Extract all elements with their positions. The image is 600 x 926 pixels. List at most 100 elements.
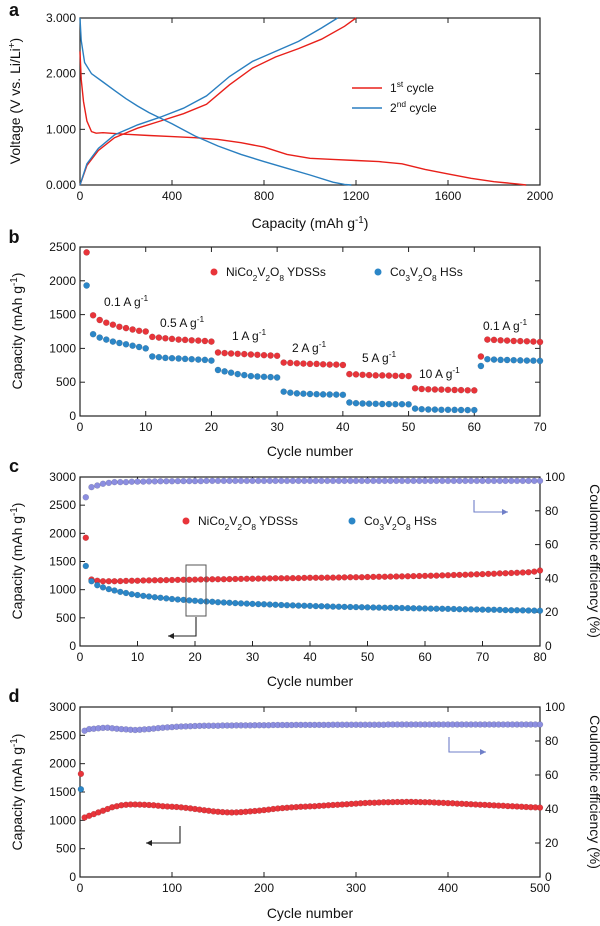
x-axis-label: Cycle number: [267, 673, 354, 689]
data-point-s1: [208, 338, 215, 345]
data-point-s2: [94, 582, 101, 589]
data-point-s2: [451, 406, 458, 414]
data-point-s1: [191, 576, 199, 583]
panel-d: 0 100 200 300 400 500050010001500200025003000…: [9, 686, 600, 921]
y-tick-label: 1000: [49, 813, 76, 827]
panel-label-b: b: [9, 227, 20, 247]
text-span: YDSSs: [284, 265, 326, 279]
panel-b: 0 10 20 30 40 50 60 7005001000150020002500NiCo2…: [9, 227, 547, 459]
data-point-s2: [456, 606, 463, 613]
data-point-s2: [295, 602, 302, 609]
data-point-s3: [427, 477, 434, 485]
data-point-s2: [99, 584, 107, 591]
text-span: 2: [237, 522, 242, 532]
data-point-s1: [272, 575, 279, 582]
x-tick-label: 40: [336, 420, 350, 434]
data-point-s1: [404, 573, 411, 580]
data-point-s2: [188, 355, 195, 363]
data-point-s2: [502, 606, 509, 614]
text-span: 5 A g: [362, 351, 389, 365]
data-point-s2: [278, 601, 285, 609]
x-tick-label: 50: [361, 650, 375, 664]
data-point-s1: [283, 575, 291, 582]
text-span: NiCo: [226, 265, 253, 279]
text-span: 2 A g: [292, 341, 319, 355]
data-point-s1: [536, 338, 544, 346]
x-tick-label: 30: [246, 650, 260, 664]
data-point-s2: [301, 602, 308, 609]
data-point-s1: [479, 570, 486, 578]
x-tick-label: 60: [418, 650, 432, 664]
text-span: 0.1 A g: [104, 295, 141, 309]
data-point-s2: [381, 604, 388, 611]
text-span: -1: [9, 738, 20, 747]
y2-tick-label: 40: [545, 571, 559, 585]
text-span: 2: [225, 522, 230, 532]
x-tick-label: 20: [188, 650, 202, 664]
text-span: -1: [452, 365, 460, 375]
data-point-s2: [464, 406, 472, 414]
data-point-s1: [427, 572, 434, 579]
data-point-s2: [335, 603, 342, 610]
x-tick-label: 100: [162, 881, 182, 895]
data-point-s1: [341, 574, 348, 581]
x-tick-label: 70: [476, 650, 490, 664]
data-point-s2: [358, 604, 365, 611]
text-span: Voltage (V: [7, 96, 23, 165]
data-point-s1: [431, 386, 439, 393]
data-point-s1: [450, 571, 457, 579]
y2-tick-label: 60: [545, 538, 559, 552]
data-point-s2: [387, 604, 394, 611]
data-point-s2: [329, 603, 337, 610]
text-span: ): [9, 273, 25, 278]
legend-label-1: NiCo2V2O8 YDSSs: [226, 265, 326, 283]
text-span: Capacity (mAh g: [252, 215, 355, 231]
data-point-s3: [94, 482, 101, 489]
data-point-s1: [116, 323, 123, 331]
data-point-s2: [254, 373, 261, 380]
data-point-s1: [411, 384, 419, 392]
text-span: 3: [379, 522, 384, 532]
data-point-s1: [418, 385, 426, 393]
data-point-s1: [145, 577, 153, 584]
legend-label-2: Co3V2O8 HSs: [364, 514, 437, 532]
data-point-s1: [254, 351, 261, 359]
y2-tick-label: 80: [545, 504, 559, 518]
data-point-s2: [260, 601, 268, 608]
data-point-s1: [260, 351, 268, 359]
data-point-s2: [220, 599, 228, 606]
text-span: V: [384, 514, 392, 528]
data-point-s3: [531, 477, 538, 485]
data-point-s1: [247, 351, 255, 358]
data-point-s1: [128, 577, 136, 584]
data-point-s3: [370, 477, 377, 485]
data-point-s2: [393, 604, 400, 612]
data-point-s2: [444, 605, 452, 613]
data-point-s1: [502, 570, 509, 577]
data-point-s1: [496, 570, 503, 577]
data-point-s2: [175, 355, 182, 362]
text-span: Co: [364, 514, 380, 528]
data-point-s1: [313, 360, 320, 368]
data-point-s3: [381, 477, 388, 485]
text-span: -1: [9, 507, 20, 516]
data-point-s1: [89, 311, 97, 319]
data-point-s3: [421, 477, 429, 485]
y-tick-label: 2000: [49, 526, 76, 540]
data-point-s1: [393, 573, 400, 580]
text-span: st: [397, 79, 404, 89]
data-point-s1: [424, 385, 432, 393]
data-point-s3: [496, 477, 503, 485]
data-point-s2: [477, 362, 485, 370]
rate-annotation-4: 2 A g-1: [292, 339, 326, 355]
data-point-s2: [286, 389, 294, 397]
data-point-s1: [477, 353, 485, 360]
y2-tick-label: 80: [545, 734, 559, 748]
data-point-s2: [508, 607, 515, 614]
left-axis-arrowhead: [168, 633, 174, 639]
data-point-s1: [234, 350, 241, 358]
data-point-s3: [232, 477, 239, 485]
text-span: -1: [389, 349, 397, 359]
legend: NiCo2V2O8 YDSSs Co3V2O8 HSs: [182, 514, 437, 532]
